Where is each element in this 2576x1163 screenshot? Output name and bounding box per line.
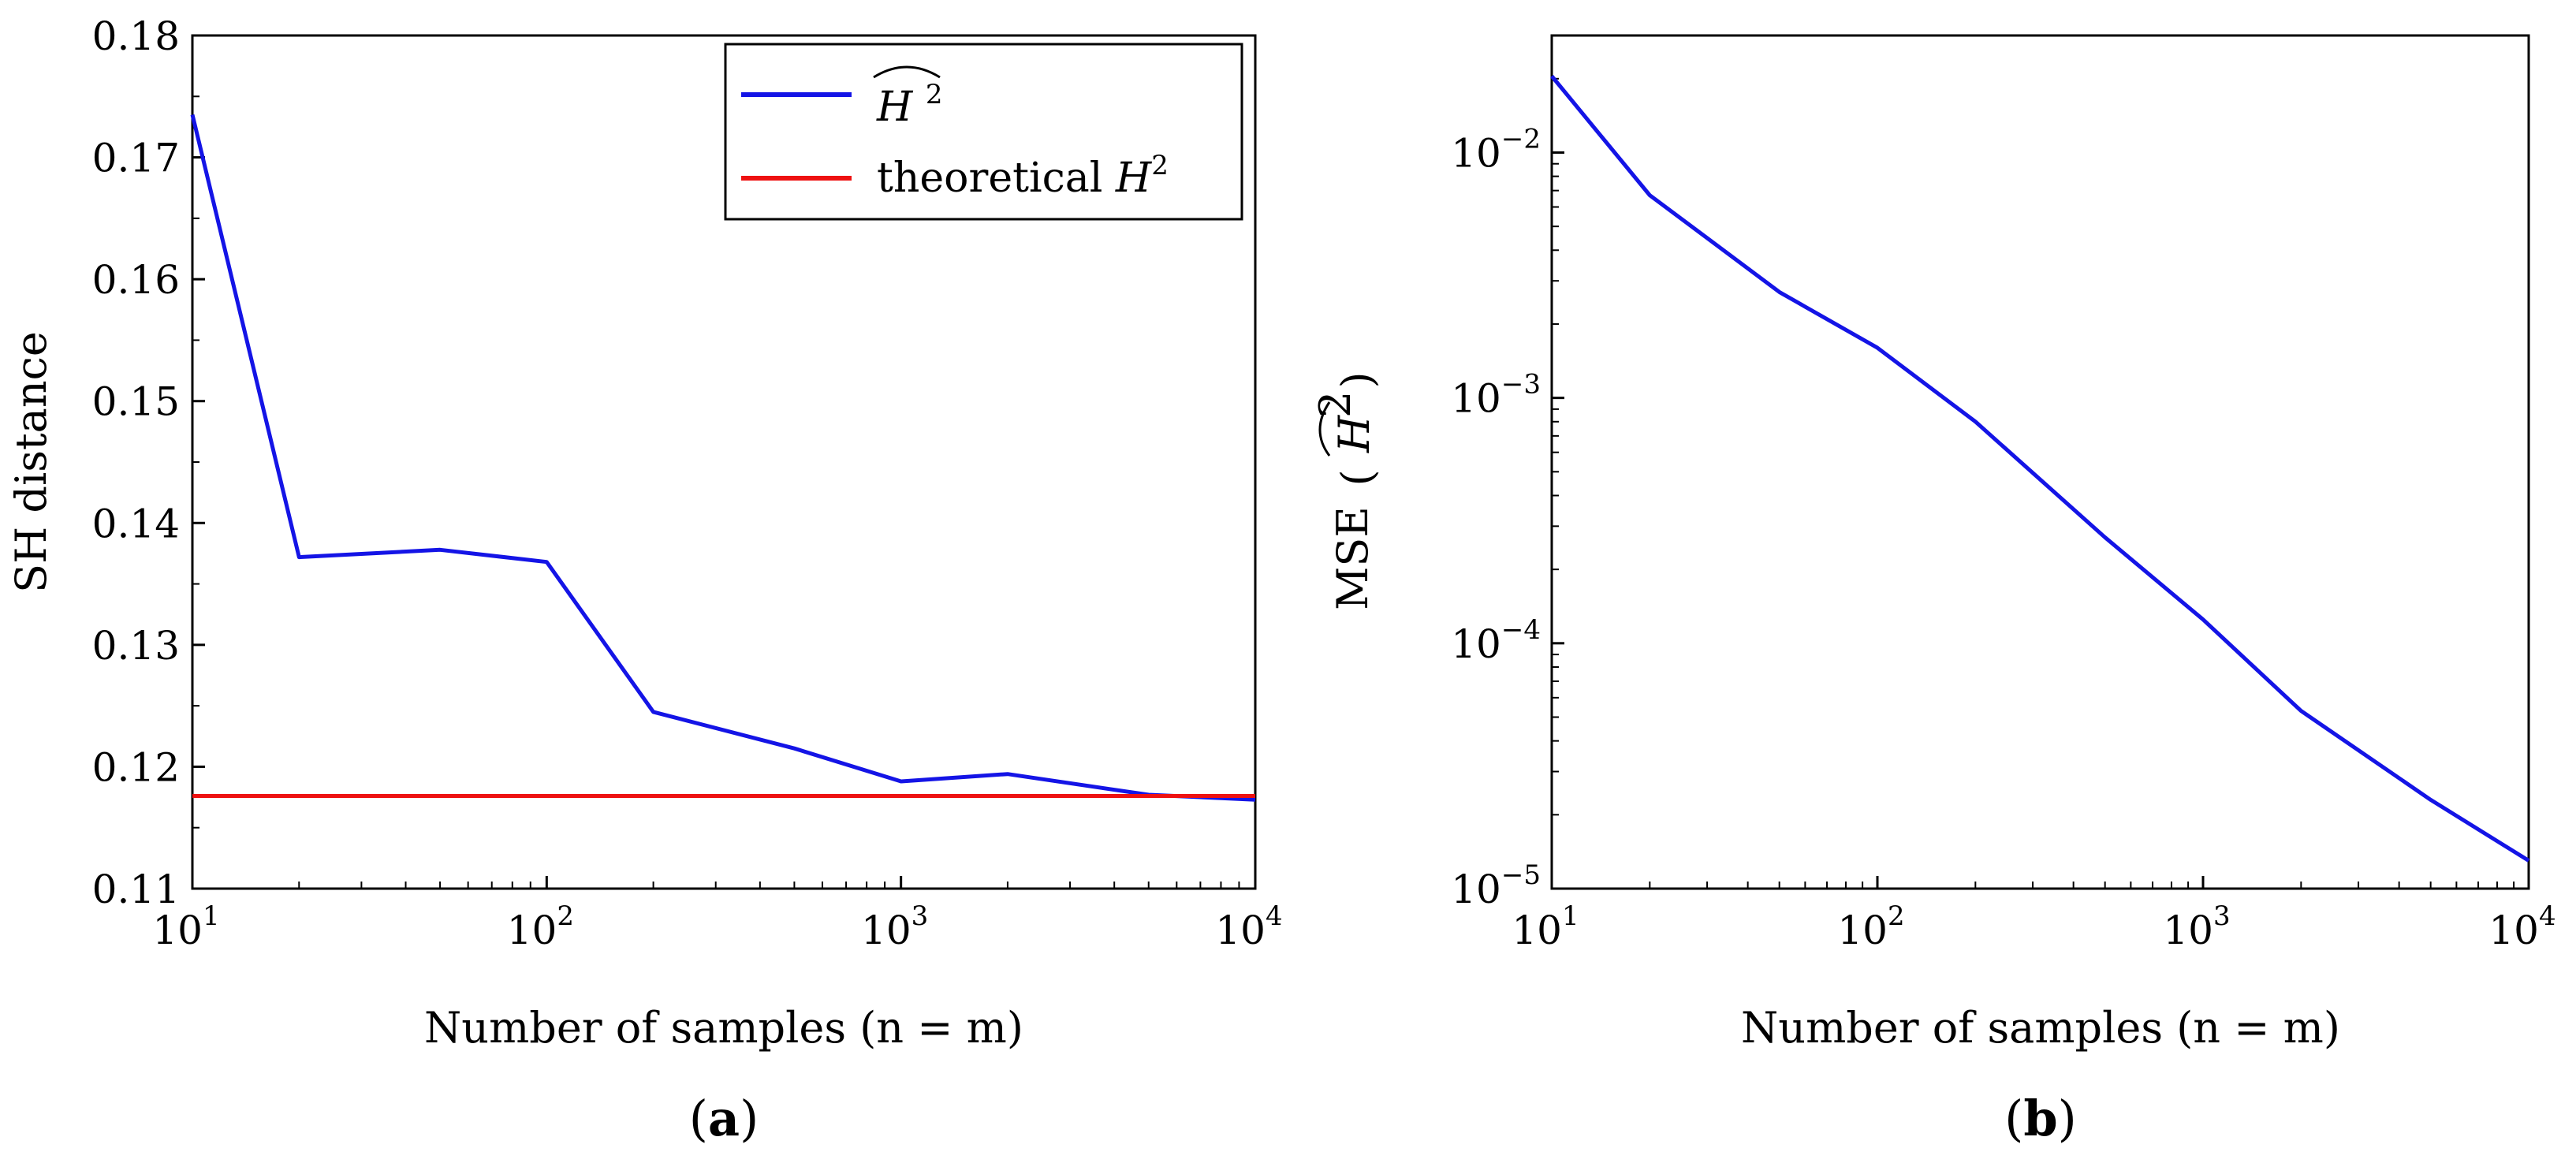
legend-sup: 2 [1151, 150, 1169, 181]
y-axis-label-b: MSE ( H 2 ) [1310, 371, 1382, 609]
legend-var: H [1115, 155, 1153, 202]
caption-letter: b [2023, 1090, 2057, 1147]
legend-label-estimate: H 2 [876, 79, 943, 131]
x-tick-label: 103 [861, 900, 928, 953]
plot-area-b [1550, 34, 2530, 890]
y-tick-label: 0.14 [92, 501, 180, 546]
y-tick-label: 10−5 [1451, 859, 1541, 912]
y-tick-label: 10−3 [1451, 369, 1541, 422]
y-axis-label-arg: H [1329, 415, 1379, 453]
y-tick-label: 0.12 [92, 744, 180, 790]
legend-label-theoretical: theoretical H2 [877, 150, 1169, 202]
y-tick-label: 10−4 [1451, 614, 1541, 667]
panel-caption-a: (a) [689, 1090, 759, 1147]
y-tick-label: 0.18 [92, 13, 180, 59]
plot-a-ticks: 101 102 103 104 0.11 0.12 0.13 0.14 0.15 0.16 0.17… [92, 13, 1283, 953]
plot-b-ticks: 101 102 103 104 10−5 10−4 10−3 10−2 [1451, 35, 2556, 953]
x-tick-label: 102 [507, 900, 574, 953]
y-axis-label-a: SH distance [6, 331, 56, 593]
legend-sup: 2 [926, 79, 943, 110]
series-line-estimate [190, 114, 1256, 802]
y-tick-label: 0.15 [92, 379, 180, 425]
x-tick-label: 104 [1215, 900, 1282, 953]
y-tick-label: 10−2 [1451, 123, 1541, 176]
x-tick-label: 104 [2488, 900, 2555, 953]
y-axis-label-paren-close: ) [1333, 371, 1382, 388]
panel-b: 101 102 103 104 10−5 10−4 10−3 10−2 Number of s… [1310, 34, 2556, 1147]
legend-box [724, 43, 1243, 221]
legend-prefix: theoretical [877, 155, 1116, 202]
y-axis-label-mse: MSE [1328, 506, 1377, 610]
x-tick-label: 101 [1512, 900, 1579, 953]
y-tick-label: 0.16 [92, 257, 180, 303]
caption-letter: a [708, 1090, 740, 1147]
plot-a-series [190, 114, 1256, 802]
x-tick-label: 102 [1837, 900, 1904, 953]
x-axis-label-b: Number of samples (n = m) [1741, 1003, 2340, 1053]
legend-var: H [876, 84, 914, 131]
x-tick-label: 103 [2163, 900, 2230, 953]
panel-caption-b: (b) [2004, 1090, 2077, 1147]
plot-b-series [1550, 74, 2530, 863]
hat-mark [873, 65, 941, 79]
series-line-estimate [1550, 74, 2530, 863]
x-axis-label-a: Number of samples (n = m) [424, 1003, 1023, 1053]
y-tick-label: 0.11 [92, 867, 180, 912]
legend-a: H 2 theoretical H2 [724, 43, 1243, 221]
y-axis-label-paren-open: ( [1333, 469, 1382, 486]
x-tick-label: 101 [152, 900, 219, 953]
panel-a: 101 102 103 104 0.11 0.12 0.13 0.14 0.15 0.16 0.17… [6, 13, 1283, 1147]
y-axis-label-arg-sup: 2 [1310, 391, 1360, 418]
y-tick-label: 0.13 [92, 623, 180, 669]
hat-mark [1318, 401, 1331, 457]
y-tick-label: 0.17 [92, 136, 180, 181]
